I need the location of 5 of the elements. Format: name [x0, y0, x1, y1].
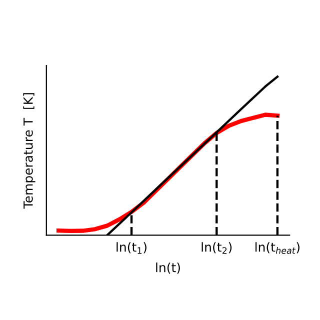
- x-tick-label: ln(t$_{heat}$): [255, 242, 300, 254]
- x-axis-title: ln(t): [156, 262, 180, 274]
- x-tick-label: ln(t$_{2}$): [202, 242, 232, 254]
- x-tick-label: ln(t$_{1}$): [116, 242, 146, 254]
- y-axis-title: Temperature T [K]: [23, 93, 36, 209]
